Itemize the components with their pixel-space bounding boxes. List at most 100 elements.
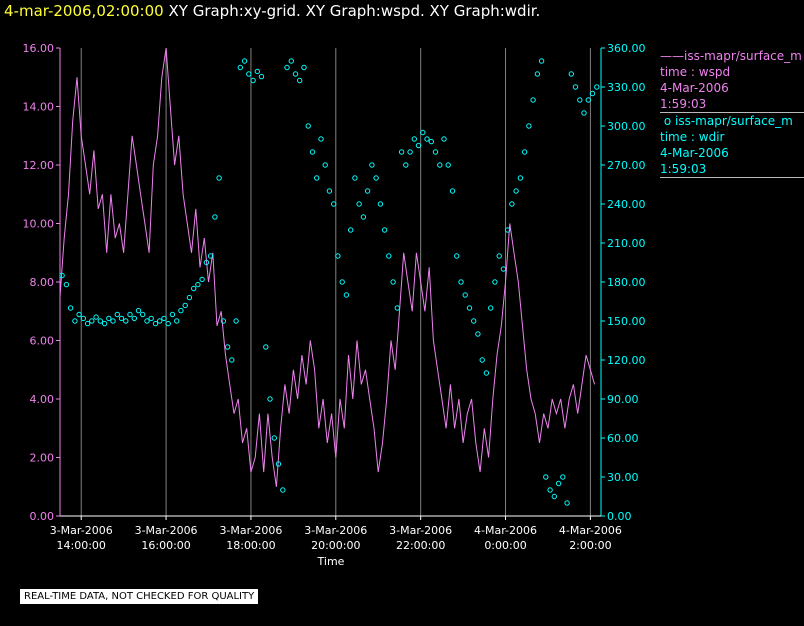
wdir-point <box>140 311 146 318</box>
wdir-point <box>505 227 511 233</box>
right-tick-label: 30.00 <box>607 471 639 484</box>
wdir-point <box>475 331 481 337</box>
wdir-point <box>534 71 541 77</box>
wdir-point <box>288 58 294 64</box>
wdir-point <box>381 227 388 233</box>
wdir-point <box>407 149 413 155</box>
left-tick-label: 8.00 <box>30 276 55 289</box>
wdir-point <box>326 188 333 194</box>
x-axis-label: Time <box>317 555 345 568</box>
wdir-point <box>420 129 426 136</box>
wdir-point <box>521 149 528 155</box>
series-wdir <box>59 58 600 506</box>
wdir-point <box>331 201 337 207</box>
x-tick-date: 4-Mar-2006 <box>474 524 537 537</box>
wdir-point <box>483 370 490 376</box>
wdir-point <box>335 253 341 259</box>
wdir-point <box>390 279 396 285</box>
wdir-point <box>394 305 400 311</box>
wdir-point <box>364 188 371 194</box>
wdir-point <box>428 138 434 145</box>
right-tick-label: 300.00 <box>607 120 646 133</box>
wdir-point <box>594 84 600 90</box>
legend-wspd-name: iss-mapr/surface_m <box>684 49 802 63</box>
left-tick-label: 0.00 <box>30 510 55 523</box>
x-tick-time: 16:00:00 <box>141 539 190 552</box>
wdir-point <box>59 272 65 279</box>
wdir-point <box>152 320 159 327</box>
left-tick-label: 14.00 <box>23 101 55 114</box>
wdir-point <box>449 188 456 194</box>
wdir-point <box>174 318 180 324</box>
wdir-point <box>292 71 299 77</box>
wdir-point <box>224 344 231 350</box>
wdir-point <box>398 149 405 155</box>
wdir-point <box>585 97 591 103</box>
wdir-point <box>462 292 468 298</box>
chart-grid <box>80 48 591 516</box>
right-tick-label: 150.00 <box>607 315 646 328</box>
wdir-point <box>301 64 307 71</box>
wdir-point <box>110 318 116 324</box>
wdir-point <box>118 315 125 322</box>
wdir-point <box>377 201 384 207</box>
x-tick-time: 0:00:00 <box>484 539 526 552</box>
wdir-point <box>386 253 392 259</box>
wdir-point <box>348 227 354 233</box>
chart-timestamp: 4-mar-2006,02:00:00 <box>4 2 164 20</box>
chart-title-bar: 4-mar-2006,02:00:00 XY Graph:xy-grid. XY… <box>4 2 540 20</box>
wdir-point <box>373 175 379 181</box>
wdir-point <box>216 175 222 181</box>
wdir-point <box>526 123 532 129</box>
x-tick-time: 20:00:00 <box>311 539 360 552</box>
wdir-point <box>314 175 320 181</box>
wdir-point <box>89 318 95 324</box>
wdir-point <box>568 71 574 77</box>
wdir-point <box>191 285 197 292</box>
wdir-point <box>72 318 78 324</box>
x-tick-date: 3-Mar-2006 <box>219 524 282 537</box>
wdir-point <box>500 266 507 272</box>
legend: ——iss-mapr/surface_m time : wspd 4-Mar-2… <box>660 48 804 178</box>
quality-disclaimer: REAL-TIME DATA, NOT CHECKED FOR QUALITY <box>20 589 259 604</box>
wdir-point <box>233 318 239 324</box>
wdir-point <box>551 493 557 500</box>
wdir-point <box>517 175 524 181</box>
right-tick-label: 0.00 <box>607 510 632 523</box>
wdir-point <box>577 97 583 103</box>
legend-entry-wdir: o iss-mapr/surface_m time : wdir 4-Mar-2… <box>660 113 804 177</box>
wdir-point <box>564 500 570 506</box>
left-tick-label: 12.00 <box>23 159 55 172</box>
wdir-point <box>101 320 108 327</box>
wdir-point <box>424 136 430 142</box>
legend-entry-wspd: ——iss-mapr/surface_m time : wspd 4-Mar-2… <box>660 48 804 112</box>
wdir-point <box>148 315 154 322</box>
wdir-point <box>411 136 417 142</box>
left-tick-label: 16.00 <box>23 42 55 55</box>
wdir-point <box>322 162 328 168</box>
wdir-point <box>207 253 214 259</box>
wdir-point <box>254 68 260 75</box>
x-tick-date: 3-Mar-2006 <box>135 524 198 537</box>
wdir-point <box>186 294 193 301</box>
wdir-point <box>250 77 256 84</box>
wdir-point <box>241 58 248 64</box>
x-tick-date: 4-Mar-2006 <box>559 524 622 537</box>
wdir-point <box>258 73 265 80</box>
wdir-point <box>97 318 104 324</box>
wdir-point <box>220 318 227 324</box>
wdir-point <box>135 307 142 314</box>
wdir-point <box>458 279 464 285</box>
wdir-point <box>275 461 282 467</box>
legend-wdir-name: iss-mapr/surface_m <box>675 114 793 128</box>
wdir-point <box>356 201 362 207</box>
wdir-point <box>581 110 587 116</box>
wspd-line <box>59 47 596 487</box>
wdir-point <box>530 97 536 103</box>
wdir-point <box>280 487 286 493</box>
right-tick-label: 360.00 <box>607 42 646 55</box>
wdir-point <box>466 305 473 311</box>
legend-wspd-var: time : wspd <box>660 65 731 79</box>
wdir-point <box>267 396 273 402</box>
x-tick-date: 3-Mar-2006 <box>389 524 452 537</box>
